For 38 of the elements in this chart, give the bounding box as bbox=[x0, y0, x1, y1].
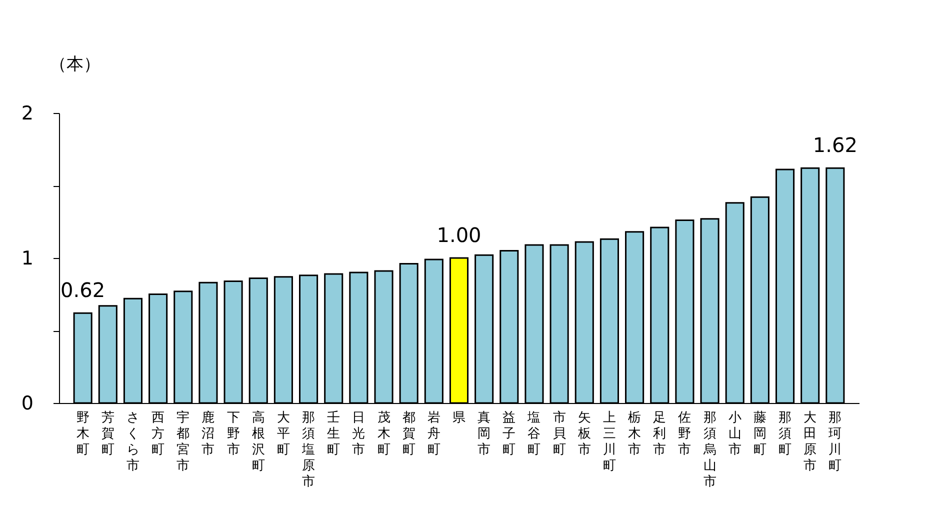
x-tick-label: 下野市 bbox=[226, 410, 240, 458]
data-label: 1.62 bbox=[812, 133, 858, 158]
x-tick-label: 高根沢町 bbox=[252, 410, 265, 474]
y-tick-label: 1 bbox=[21, 248, 34, 270]
x-tick-label: さくら市 bbox=[126, 410, 140, 474]
x-tick-label: 益子町 bbox=[502, 410, 516, 458]
x-tick-label: 栃木市 bbox=[628, 410, 642, 458]
x-tick-label: 那須烏山市 bbox=[702, 410, 716, 490]
x-tick-label: 那須町 bbox=[778, 410, 792, 458]
x-tick-label: 那珂川町 bbox=[828, 410, 842, 474]
x-tick-label: 茂木町 bbox=[377, 410, 390, 458]
x-tick-label: 芳賀町 bbox=[101, 410, 114, 458]
y-tick-label: 2 bbox=[21, 102, 34, 124]
x-tick-label: 上三川町 bbox=[602, 410, 616, 474]
x-tick-label: 足利市 bbox=[653, 410, 666, 458]
x-tick-label: 矢板市 bbox=[576, 410, 591, 458]
x-tick-label: 鹿沼市 bbox=[202, 410, 215, 458]
x-tick-label: 真岡市 bbox=[478, 410, 491, 458]
data-label: 1.00 bbox=[436, 223, 482, 247]
x-tick-label: 野木町 bbox=[76, 410, 90, 458]
data-label: 0.62 bbox=[60, 278, 106, 302]
y-tick-label: 0 bbox=[21, 392, 34, 414]
y-axis-title: （本） bbox=[50, 54, 100, 74]
x-tick-label: 都賀町 bbox=[402, 410, 416, 458]
x-tick-label: 佐野市 bbox=[678, 410, 692, 458]
x-tick-label: 市貝町 bbox=[552, 410, 566, 458]
x-tick-label: 那須塩原市 bbox=[301, 410, 316, 490]
x-tick-label: 岩舟町 bbox=[427, 410, 440, 458]
x-tick-label: 西方町 bbox=[152, 410, 165, 458]
x-tick-label: 小山市 bbox=[728, 410, 742, 458]
x-tick-label: 塩谷町 bbox=[526, 410, 541, 458]
x-tick-label: 大田原市 bbox=[804, 410, 817, 474]
x-tick-label: 藤岡町 bbox=[753, 410, 766, 458]
x-tick-label: 宇都宮市 bbox=[176, 410, 190, 474]
x-tick-label: 日光市 bbox=[352, 410, 366, 458]
x-tick-label: 大平町 bbox=[276, 410, 290, 458]
x-tick-label: 県 bbox=[452, 410, 466, 426]
x-tick-label: 壬生町 bbox=[327, 410, 340, 458]
